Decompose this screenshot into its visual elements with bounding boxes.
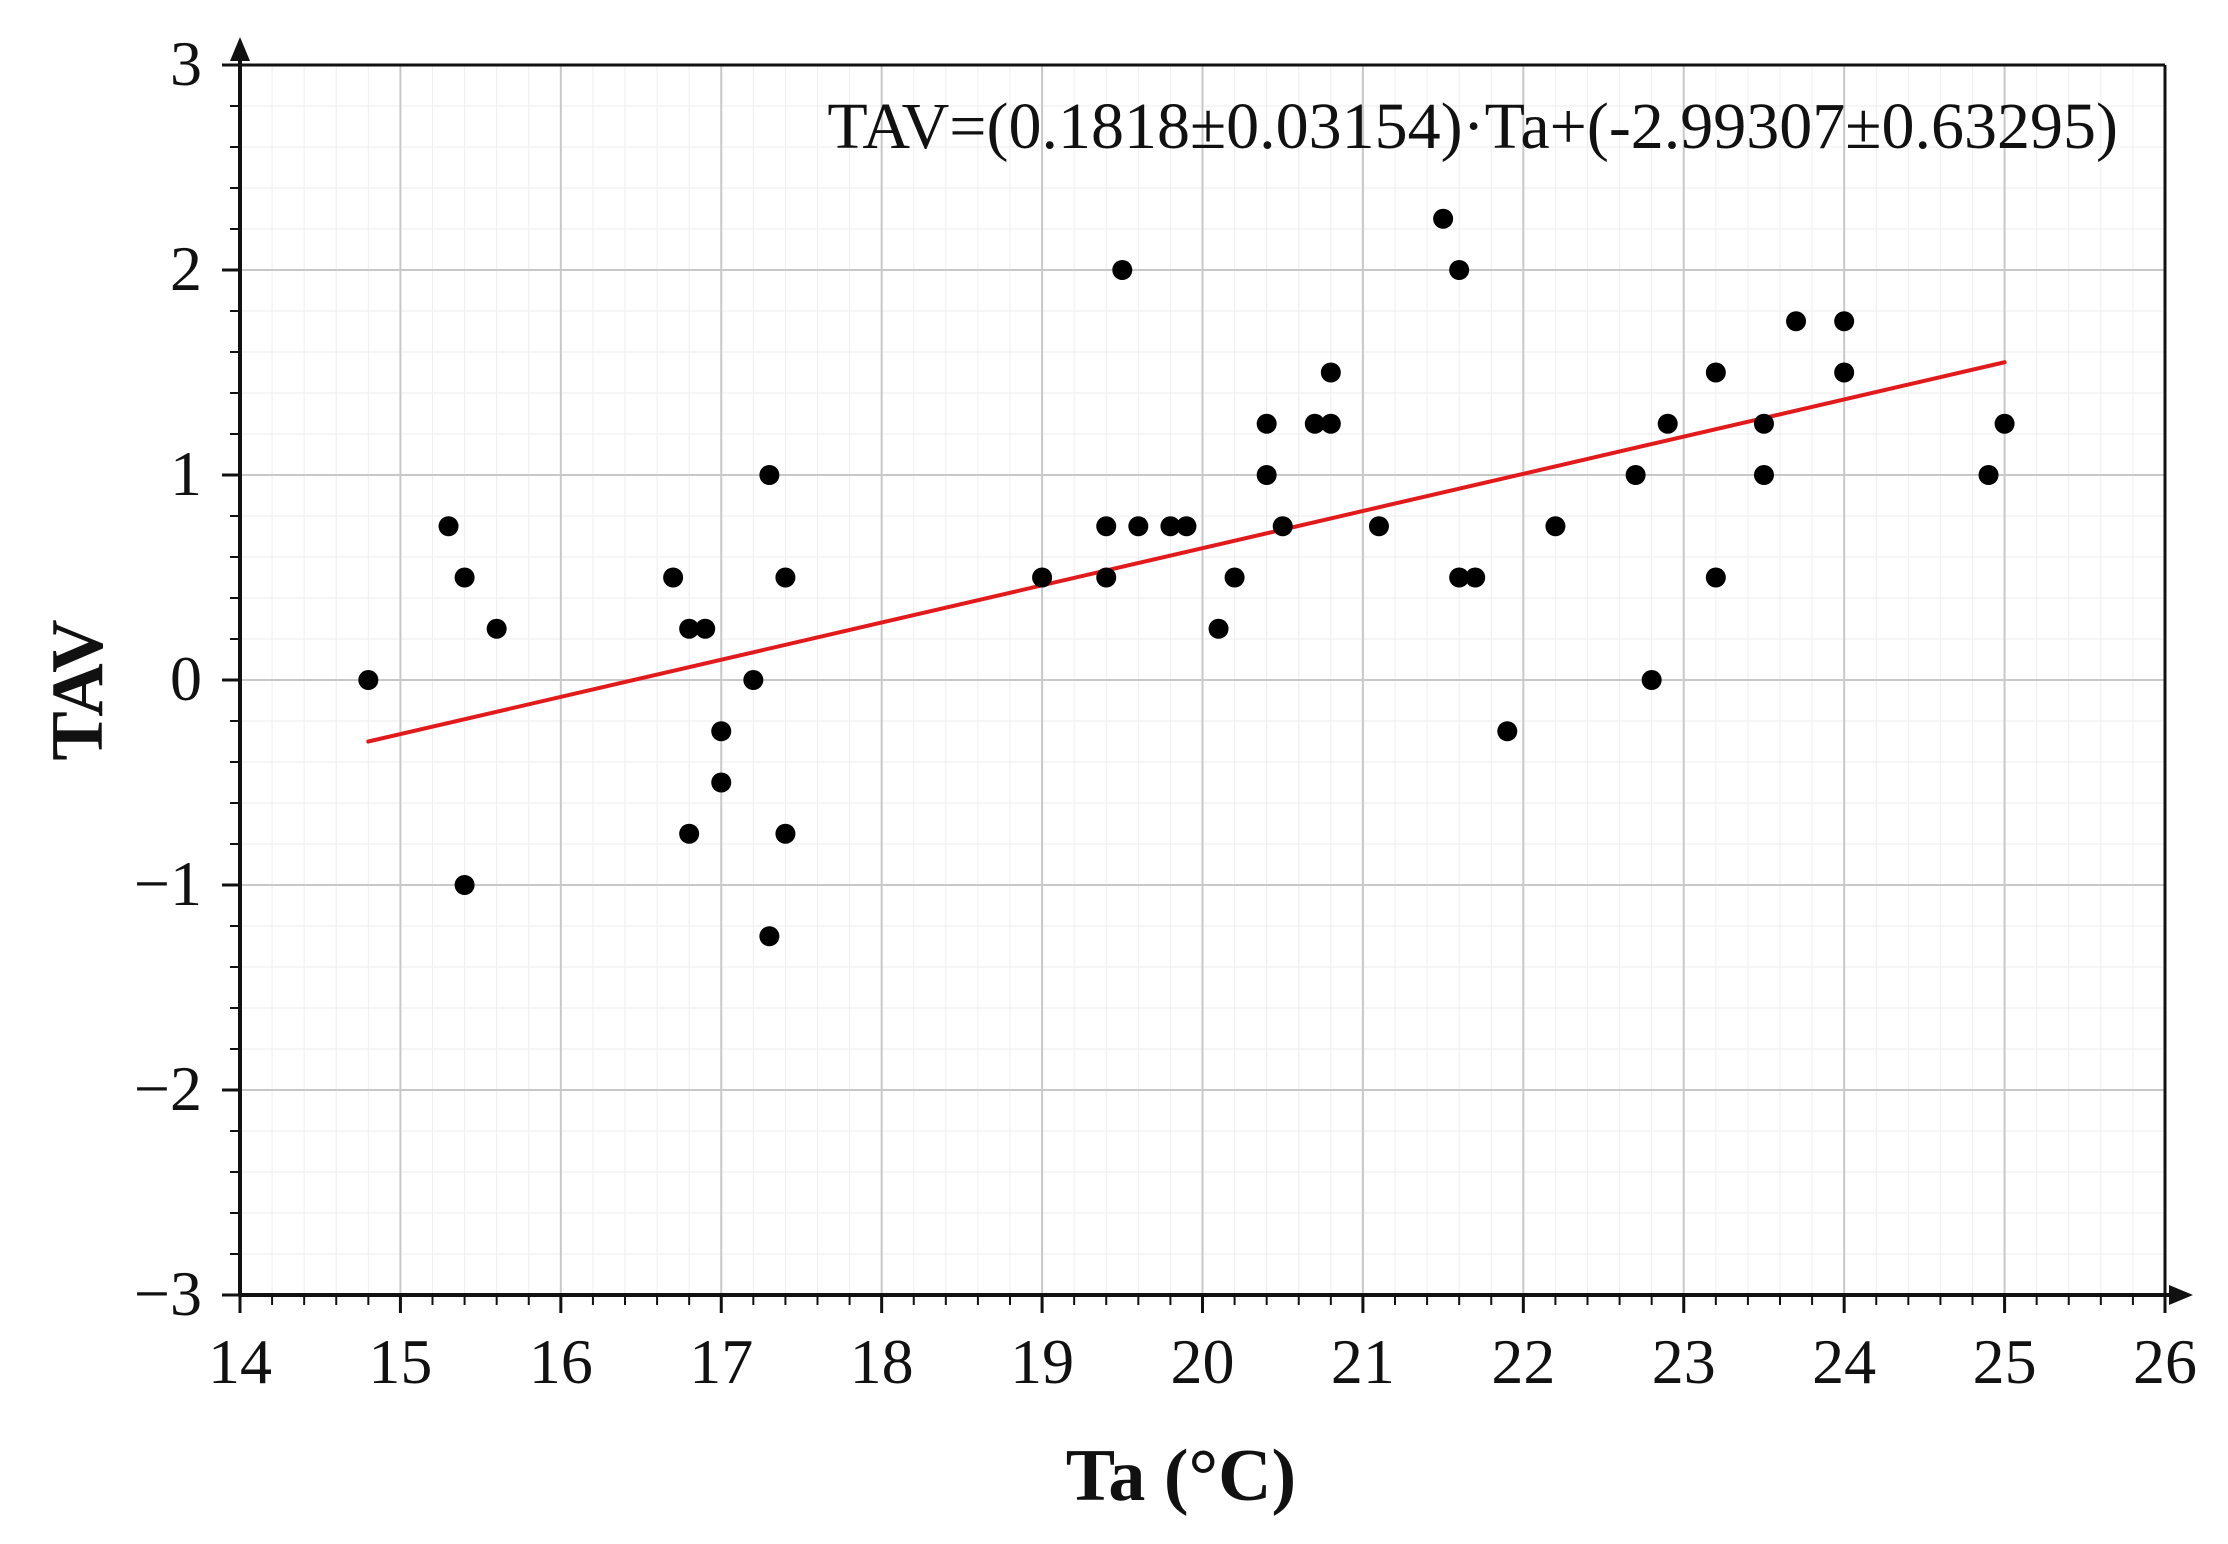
data-point-44	[1753, 413, 1774, 434]
x-tick-label: 16	[529, 1326, 593, 1397]
x-tick-label: 15	[368, 1326, 432, 1397]
data-point-31	[1320, 413, 1341, 434]
y-tick-label: −2	[134, 1053, 202, 1124]
data-point-45	[1753, 465, 1774, 485]
data-point-2	[438, 516, 459, 537]
data-layer	[358, 208, 2015, 947]
data-point-5	[486, 618, 507, 639]
data-point-24	[1208, 618, 1229, 639]
y-tick-label: −3	[134, 1258, 202, 1329]
x-tick-label: 23	[1652, 1326, 1716, 1397]
data-point-26	[1256, 413, 1277, 434]
data-point-17	[1032, 567, 1053, 588]
x-tick-label: 18	[850, 1326, 914, 1397]
data-point-13	[759, 465, 780, 485]
data-point-29	[1304, 413, 1325, 434]
data-point-23	[1176, 516, 1197, 537]
data-point-48	[1834, 362, 1855, 383]
linear-fit-line	[366, 360, 2007, 744]
fit-equation-annotation: TAV=(0.1818±0.03154)·Ta+(-2.99307±0.6329…	[827, 90, 2118, 163]
data-point-27	[1256, 465, 1277, 485]
data-point-19	[1096, 567, 1117, 588]
x-tick-label: 21	[1331, 1326, 1395, 1397]
x-axis-title: Ta (°C)	[1066, 1435, 1296, 1517]
data-point-6	[663, 567, 684, 588]
y-axis-arrow-icon	[230, 37, 250, 61]
y-axis-title: TAV	[37, 619, 119, 760]
data-point-46	[1786, 311, 1807, 332]
data-point-42	[1705, 362, 1726, 383]
data-point-16	[759, 926, 780, 947]
data-point-40	[1641, 670, 1662, 690]
x-tick-label: 19	[1010, 1326, 1074, 1397]
data-point-49	[1978, 465, 1999, 485]
data-point-8	[695, 618, 716, 639]
x-axis-arrow-icon	[2169, 1285, 2193, 1305]
data-point-41	[1657, 413, 1678, 434]
y-tick-label: 0	[170, 643, 202, 714]
data-point-35	[1449, 567, 1470, 588]
data-point-34	[1449, 260, 1470, 280]
x-tick-label: 25	[1973, 1326, 2037, 1397]
data-point-39	[1625, 465, 1646, 485]
data-point-22	[1160, 516, 1181, 537]
data-point-25	[1224, 567, 1245, 588]
x-tick-label: 26	[2133, 1326, 2197, 1397]
x-tick-label: 22	[1491, 1326, 1555, 1397]
x-tick-label: 20	[1171, 1326, 1235, 1397]
x-tick-label: 24	[1812, 1326, 1876, 1397]
data-point-47	[1834, 311, 1855, 332]
grid-layer	[239, 64, 2166, 1296]
data-point-9	[679, 823, 700, 844]
x-tick-label: 17	[689, 1326, 753, 1397]
data-point-30	[1320, 362, 1341, 383]
data-point-20	[1112, 260, 1133, 280]
y-tick-label: −1	[134, 848, 202, 919]
data-point-15	[775, 823, 796, 844]
data-point-33	[1433, 208, 1454, 229]
data-point-1	[358, 670, 379, 690]
y-tick-label: 2	[170, 233, 202, 304]
data-point-18	[1096, 516, 1117, 537]
data-point-21	[1128, 516, 1149, 537]
data-point-14	[775, 567, 796, 588]
data-point-12	[743, 670, 764, 690]
y-tick-label: 1	[170, 438, 202, 509]
data-point-32	[1368, 516, 1389, 537]
data-point-7	[679, 618, 700, 639]
data-point-38	[1545, 516, 1566, 537]
data-point-11	[711, 772, 732, 793]
data-point-43	[1705, 567, 1726, 588]
x-tick-label: 14	[208, 1326, 272, 1397]
data-point-4	[454, 875, 475, 895]
data-point-10	[711, 721, 732, 742]
data-point-28	[1272, 516, 1293, 537]
data-point-3	[454, 567, 475, 588]
data-point-50	[1994, 413, 2015, 434]
data-point-37	[1497, 721, 1518, 742]
data-point-36	[1465, 567, 1486, 588]
y-tick-label: 3	[170, 28, 202, 99]
